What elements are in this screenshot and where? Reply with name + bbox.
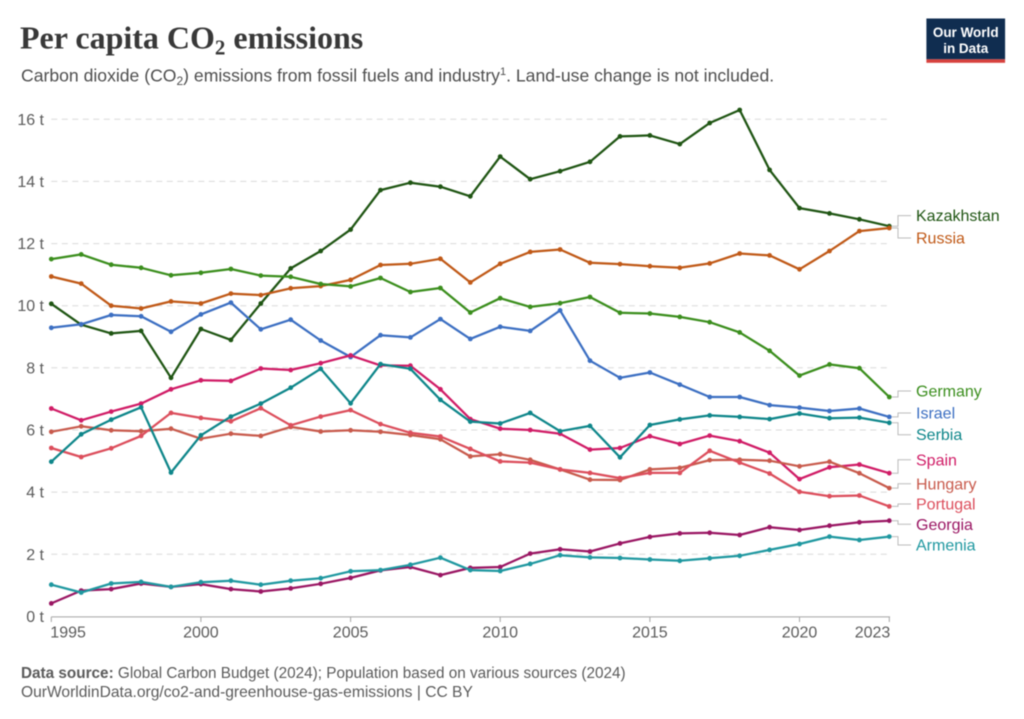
svg-text:Israel: Israel	[916, 406, 955, 423]
svg-text:2023: 2023	[855, 625, 891, 642]
svg-text:2 t: 2 t	[26, 547, 44, 564]
svg-text:Hungary: Hungary	[916, 476, 976, 493]
svg-text:Spain: Spain	[916, 452, 957, 469]
svg-text:0 t: 0 t	[26, 609, 44, 626]
svg-text:16 t: 16 t	[17, 112, 44, 129]
svg-text:2010: 2010	[482, 625, 518, 642]
svg-text:Armenia: Armenia	[916, 538, 976, 555]
svg-text:in Data: in Data	[943, 41, 989, 56]
svg-text:1995: 1995	[50, 625, 86, 642]
svg-text:Our World: Our World	[933, 25, 999, 40]
svg-text:4 t: 4 t	[26, 485, 44, 502]
svg-text:14 t: 14 t	[17, 174, 44, 191]
svg-text:12 t: 12 t	[17, 236, 44, 253]
svg-text:Russia: Russia	[916, 231, 965, 248]
svg-text:Serbia: Serbia	[916, 427, 962, 444]
svg-text:10 t: 10 t	[17, 298, 44, 315]
svg-text:8 t: 8 t	[26, 360, 44, 377]
svg-text:Carbon dioxide (CO2) emissions: Carbon dioxide (CO2) emissions from foss…	[21, 66, 774, 89]
svg-text:Portugal: Portugal	[916, 497, 976, 514]
svg-text:Georgia: Georgia	[916, 517, 973, 534]
svg-text:2000: 2000	[183, 625, 219, 642]
svg-text:2015: 2015	[632, 625, 668, 642]
svg-text:6 t: 6 t	[26, 423, 44, 440]
svg-text:Per capita CO2 emissions: Per capita CO2 emissions	[20, 20, 363, 60]
svg-text:Kazakhstan: Kazakhstan	[916, 208, 1000, 225]
svg-text:Germany: Germany	[916, 384, 982, 401]
svg-text:2005: 2005	[333, 625, 369, 642]
svg-text:Data source: Global Carbon Bud: Data source: Global Carbon Budget (2024)…	[21, 665, 626, 682]
svg-text:OurWorldinData.org/co2-and-gre: OurWorldinData.org/co2-and-greenhouse-ga…	[21, 684, 473, 701]
svg-text:2020: 2020	[782, 625, 818, 642]
